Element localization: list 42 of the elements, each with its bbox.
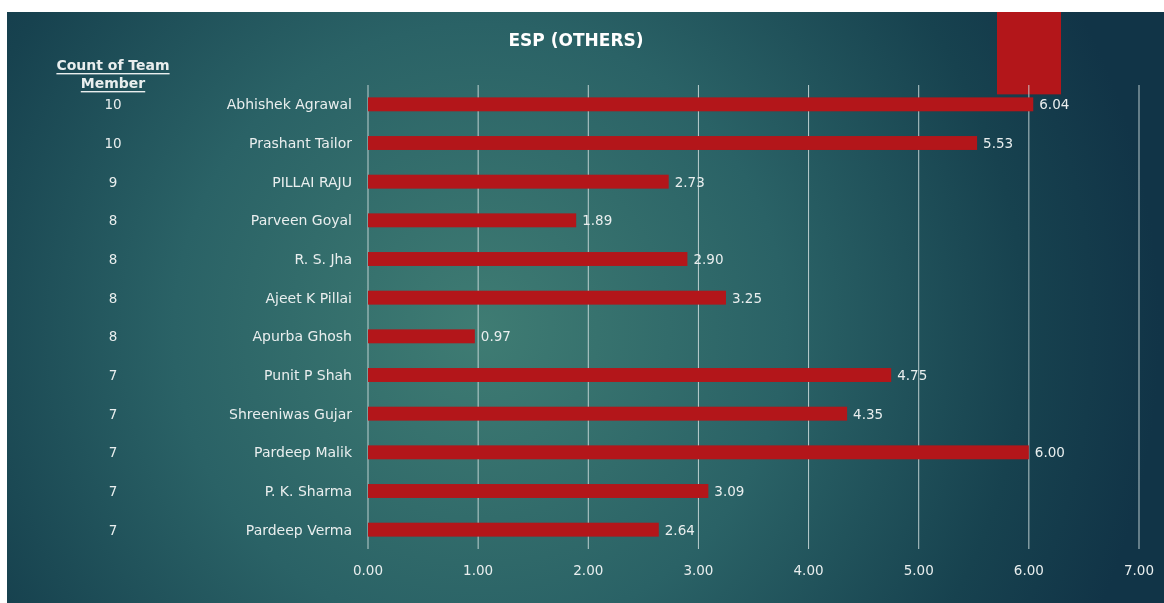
y-tick-label: Ajeet K Pillai bbox=[265, 289, 352, 306]
y-tick-label: Punit P Shah bbox=[264, 367, 352, 383]
text: 10 bbox=[104, 135, 122, 151]
text: 7 bbox=[108, 444, 118, 461]
text: 8 bbox=[108, 328, 118, 345]
text: 8 bbox=[108, 289, 118, 306]
x-tick-label: 4.00 bbox=[793, 562, 824, 578]
x-tick-label: 6.00 bbox=[1013, 562, 1044, 578]
y-tick-label: P. K. Sharma bbox=[264, 483, 352, 499]
x-tick-label: 2.00 bbox=[573, 562, 604, 578]
data-label: 3.25 bbox=[731, 289, 763, 306]
x-tick-label: 1.00 bbox=[463, 562, 494, 578]
chart-title: ESP (OTHERS) bbox=[508, 30, 644, 50]
data-label: 0.97 bbox=[480, 328, 511, 345]
data-label: 5.53 bbox=[983, 135, 1014, 151]
y-tick-label: Pardeep Malik bbox=[254, 444, 353, 461]
x-tick-label: 3.00 bbox=[683, 562, 714, 578]
y-tick-label: Parveen Goyal bbox=[250, 212, 352, 229]
x-tick-label: 5.00 bbox=[903, 562, 934, 578]
data-label: 2.64 bbox=[664, 521, 695, 538]
y-tick-label: Abhishek Agrawal bbox=[226, 96, 352, 113]
x-tick-label: 7.00 bbox=[1123, 562, 1155, 578]
text: 10 bbox=[104, 96, 122, 113]
y-tick-label: Prashant Tailor bbox=[248, 135, 353, 151]
text: 8 bbox=[108, 212, 118, 229]
y-tick-label: Shreeniwas Gujar bbox=[229, 405, 353, 422]
text: 9 bbox=[108, 173, 118, 190]
x-tick-label: 0.00 bbox=[352, 562, 384, 578]
y-tick-label: R. S. Jha bbox=[294, 251, 352, 267]
text: 8 bbox=[108, 251, 118, 267]
text: 7 bbox=[108, 521, 118, 538]
data-label: 4.35 bbox=[853, 405, 884, 422]
data-label: 6.04 bbox=[1039, 96, 1070, 113]
y-tick-label: PILLAI RAJU bbox=[272, 173, 352, 190]
text: 7 bbox=[108, 405, 118, 422]
text: 7 bbox=[108, 483, 118, 499]
text: Count of Team Member bbox=[56, 57, 170, 91]
y-tick-label: Pardeep Verma bbox=[245, 521, 352, 538]
data-label: 3.09 bbox=[714, 483, 745, 499]
text: 7 bbox=[108, 367, 118, 383]
data-label: 6.00 bbox=[1034, 444, 1065, 461]
y-tick-label: Apurba Ghosh bbox=[252, 328, 352, 345]
